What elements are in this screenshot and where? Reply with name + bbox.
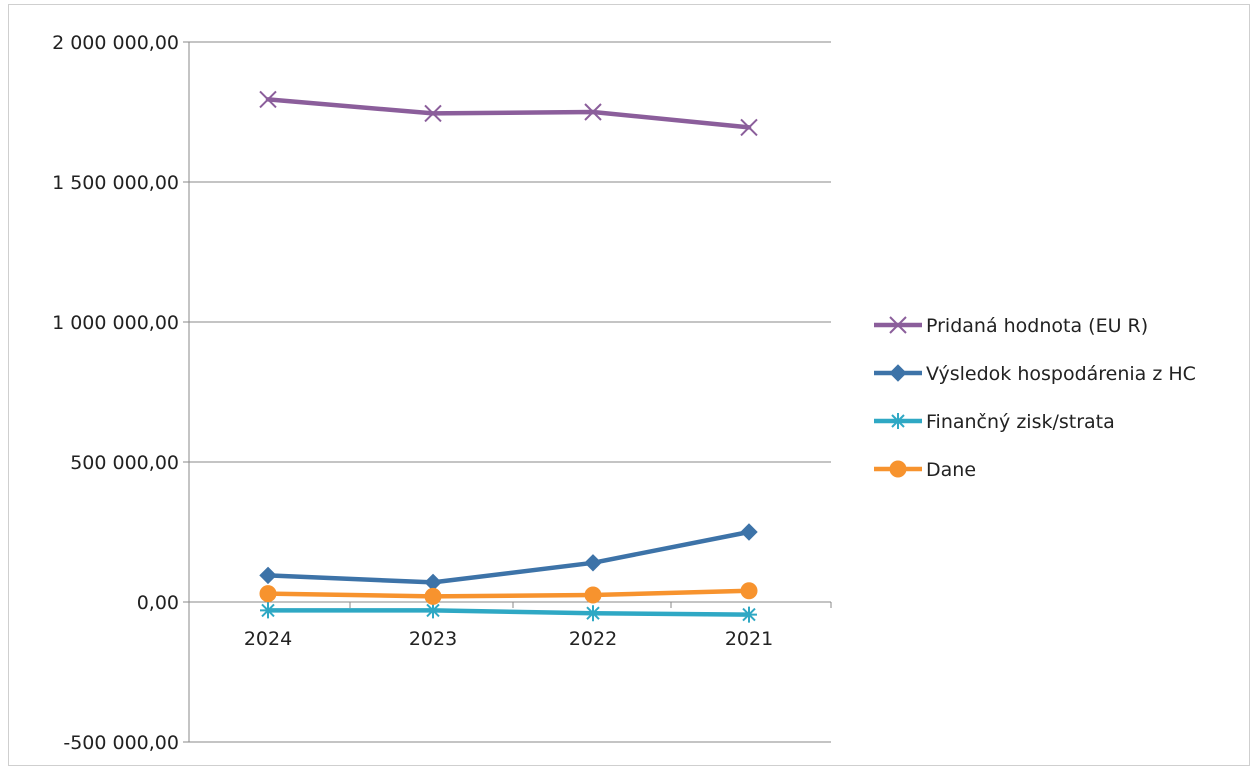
legend-item: Pridaná hodnota (EU R): [874, 315, 1148, 337]
legend-item: Výsledok hospodárenia z HC: [874, 363, 1196, 385]
marker-star: [260, 602, 276, 619]
y-tick-label: 1 000 000,00: [52, 312, 179, 334]
marker-x: [424, 104, 442, 123]
marker-x: [584, 103, 602, 121]
y-tick-label: 500 000,00: [70, 452, 179, 474]
x-tick-label: 2024: [244, 628, 292, 650]
series-line: [265, 529, 752, 585]
axes: [188, 42, 832, 742]
series-3: [260, 602, 757, 623]
marker-circle: [740, 582, 758, 600]
marker-circle: [584, 586, 602, 604]
marker-diamond: [259, 566, 277, 585]
series-line: [265, 608, 752, 617]
legend-label: Finančný zisk/strata: [926, 411, 1115, 433]
marker-diamond: [740, 523, 758, 541]
x-tick-label: 2023: [409, 628, 457, 650]
gridlines: [183, 41, 831, 743]
chart-frame: -500 000,00 0,00 500 000,00 1 000 000,00 1 5…: [8, 4, 1250, 766]
line-chart: -500 000,00 0,00 500 000,00 1 000 000,00 1 5…: [52, 32, 1196, 754]
marker-star: [890, 413, 906, 429]
legend-label: Výsledok hospodárenia z HC: [926, 363, 1196, 385]
marker-circle: [424, 587, 442, 605]
legend-item: Finančný zisk/strata: [874, 411, 1115, 433]
series-group: [259, 90, 758, 623]
series-4: [259, 582, 758, 605]
marker-x: [889, 316, 907, 334]
marker-x: [259, 90, 277, 109]
y-tick-label: 0,00: [137, 592, 179, 614]
series-2: [259, 523, 758, 592]
x-tick-label: 2022: [569, 628, 617, 650]
y-tick-label: 1 500 000,00: [52, 172, 179, 194]
marker-x: [740, 118, 758, 137]
series-1: [259, 90, 758, 137]
marker-star: [425, 602, 441, 619]
y-tick-label: -500 000,00: [63, 732, 179, 754]
legend-label: Pridaná hodnota (EU R): [926, 315, 1148, 337]
series-line: [265, 97, 752, 130]
y-tick-label: 2 000 000,00: [52, 32, 179, 54]
y-axis-tick-labels: -500 000,00 0,00 500 000,00 1 000 000,00 1 5…: [52, 32, 179, 754]
legend-item: Dane: [874, 459, 976, 481]
legend: Pridaná hodnota (EU R) Výsledok hospodáre…: [874, 315, 1196, 481]
series-line: [265, 588, 752, 599]
legend-label: Dane: [926, 459, 976, 481]
marker-diamond: [889, 364, 907, 382]
marker-circle: [889, 460, 907, 478]
marker-circle: [259, 585, 277, 603]
marker-diamond: [584, 554, 602, 572]
x-tick-label: 2021: [725, 628, 773, 650]
marker-star: [741, 606, 757, 623]
x-axis-tick-labels: 2024 2023 2022 2021: [244, 628, 773, 650]
marker-star: [585, 605, 601, 622]
